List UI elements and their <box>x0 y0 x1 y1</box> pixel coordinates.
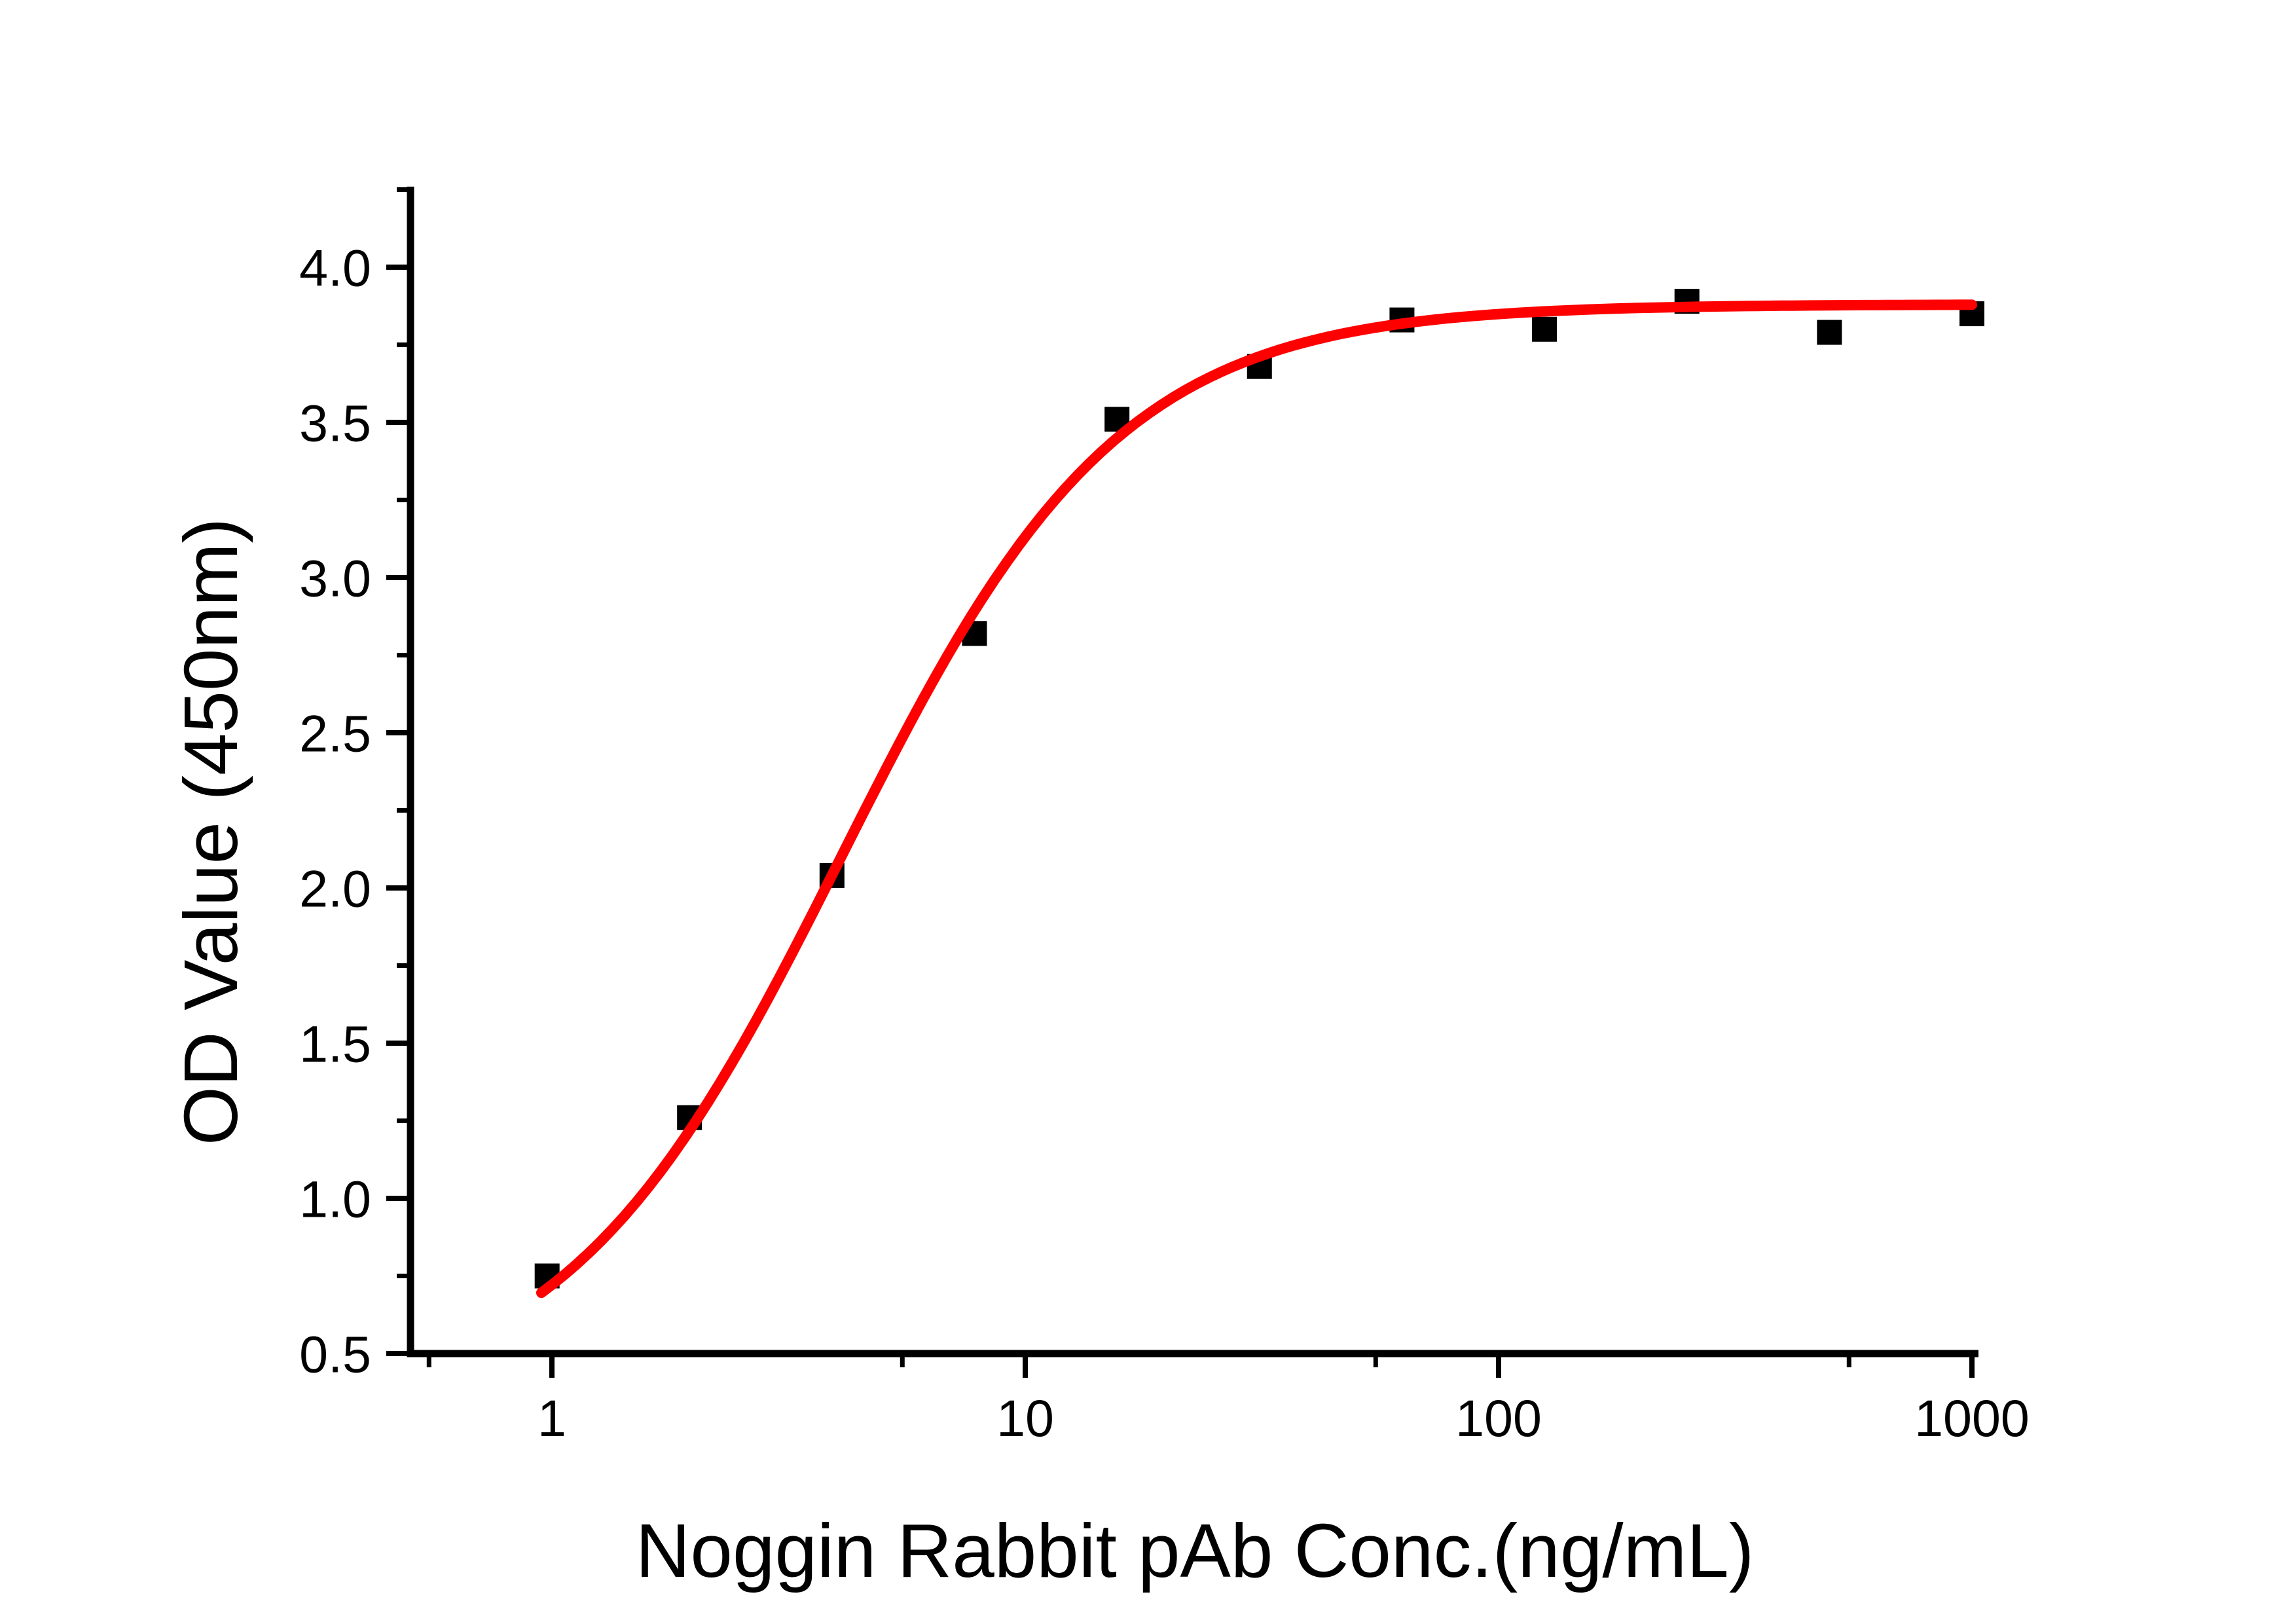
y-tick-label: 4.0 <box>299 239 371 297</box>
x-tick-label: 1 <box>538 1389 566 1447</box>
data-point-square <box>1532 316 1558 342</box>
x-axis-major-ticks <box>549 1354 1975 1378</box>
y-tick-label: 2.5 <box>299 705 371 763</box>
fit-curve-line <box>536 299 1977 1299</box>
y-tick-label: 1.5 <box>299 1015 371 1073</box>
x-axis-title: Noggin Rabbit pAb Conc.(ng/mL) <box>636 1508 1755 1593</box>
y-tick-label: 1.0 <box>299 1170 371 1228</box>
y-axis-minor-ticks <box>397 187 410 1278</box>
y-tick-label: 2.0 <box>299 860 371 918</box>
y-axis-major-ticks <box>386 265 410 1356</box>
y-tick-label: 3.0 <box>299 549 371 608</box>
x-axis-tick-labels: 1 10 100 1000 <box>538 1389 2030 1447</box>
x-tick-label: 1000 <box>1914 1389 2030 1447</box>
y-axis-title: OD Value (450nm) <box>168 518 253 1145</box>
y-axis-tick-labels: 0.5 1.0 1.5 2.0 2.5 3.0 3.5 4.0 <box>299 239 371 1384</box>
x-axis-minor-ticks <box>426 1354 1851 1367</box>
x-tick-label: 100 <box>1455 1389 1542 1447</box>
y-tick-label: 3.5 <box>299 394 371 452</box>
y-tick-label: 0.5 <box>299 1325 371 1384</box>
x-tick-label: 10 <box>996 1389 1054 1447</box>
data-point-square <box>1817 320 1842 345</box>
